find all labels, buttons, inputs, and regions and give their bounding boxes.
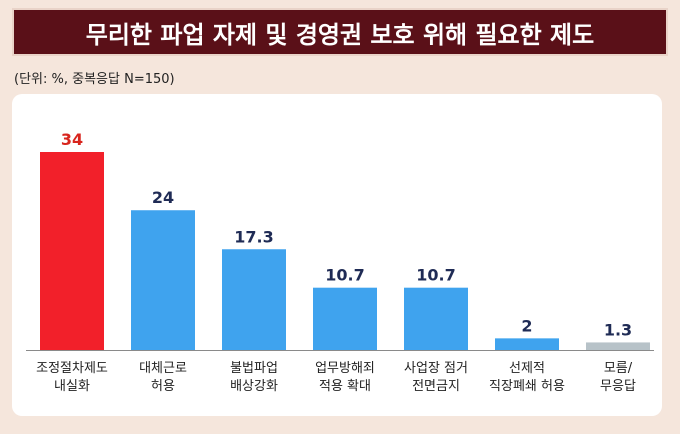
category-label: 조정절차제도 — [36, 361, 108, 376]
category-label: 사업장 점거 — [404, 361, 468, 376]
value-label: 17.3 — [234, 227, 273, 246]
category-label: 모름/ — [604, 361, 633, 376]
value-label: 10.7 — [325, 266, 364, 285]
chart-title: 무리한 파업 자제 및 경영권 보호 위해 필요한 제도 — [85, 20, 595, 49]
category-label: 배상강화 — [230, 379, 278, 394]
bar — [313, 287, 377, 350]
category-label: 대체근로 — [139, 361, 187, 376]
category-label: 직장폐쇄 허용 — [489, 379, 565, 394]
category-label: 적용 확대 — [319, 379, 371, 394]
category-label: 전면금지 — [412, 379, 460, 394]
category-label: 업무방해죄 — [315, 361, 375, 376]
value-label: 34 — [61, 130, 83, 149]
category-label: 내실화 — [54, 379, 90, 394]
value-label: 24 — [152, 188, 174, 207]
bar — [586, 342, 650, 350]
bar — [40, 152, 104, 350]
category-label: 불법파업 — [230, 361, 278, 376]
category-label: 무응답 — [600, 379, 636, 394]
bar — [495, 338, 559, 350]
category-label: 선제적 — [509, 361, 545, 376]
category-label: 허용 — [151, 379, 175, 394]
bar — [222, 249, 286, 350]
value-label: 1.3 — [604, 320, 632, 339]
value-label: 10.7 — [416, 266, 455, 285]
bar — [131, 210, 195, 350]
chart-subtitle: (단위: %, 중복응답 N=150) — [14, 72, 175, 87]
bar — [404, 287, 468, 350]
title-banner: 무리한 파업 자제 및 경영권 보호 위해 필요한 제도 — [12, 8, 668, 56]
value-label: 2 — [521, 316, 532, 335]
